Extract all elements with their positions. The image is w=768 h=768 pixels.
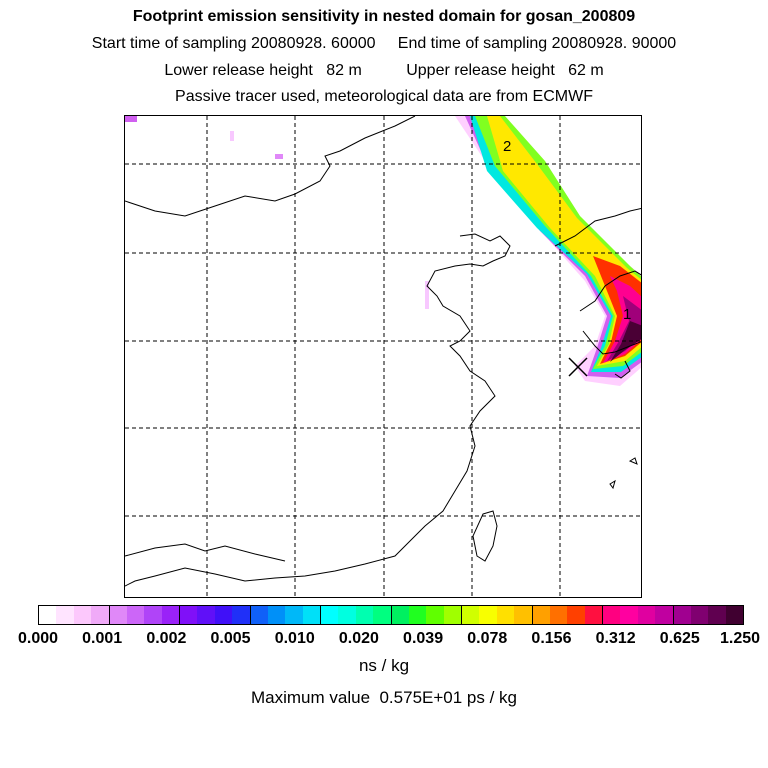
plume-speck	[230, 131, 234, 141]
border-inland	[125, 543, 286, 562]
coastline-bohai	[125, 233, 511, 587]
sampling-time-line: Start time of sampling 20080928. 60000 E…	[91, 35, 677, 52]
colorbar-segment	[708, 606, 726, 624]
colorbar-tick-label: 0.312	[595, 630, 636, 647]
colorbar-tick-label: 0.039	[403, 630, 444, 647]
colorbar-segment	[56, 606, 74, 624]
taiwan-outline	[472, 510, 498, 562]
coastline-korea	[554, 207, 641, 247]
colorbar-segment	[496, 606, 515, 624]
colorbar-segment	[355, 606, 374, 624]
cross-marker-icon	[568, 357, 588, 377]
colorbar-segment	[338, 606, 356, 624]
release-height-line: Lower release height 82 m Upper release …	[164, 62, 604, 79]
maximum-value-label: Maximum value 0.575E+01 ps / kg	[251, 688, 517, 707]
colorbar-segment	[443, 606, 461, 624]
plot-title: Footprint emission sensitivity in nested…	[132, 8, 636, 25]
colorbar-tick-label: 0.010	[274, 630, 315, 647]
colorbar-segment	[549, 606, 568, 624]
colorbar-segment	[408, 606, 427, 624]
colorbar-tick-label: 0.001	[82, 630, 123, 647]
colorbar-segment	[479, 606, 497, 624]
colorbar-segment	[39, 606, 57, 624]
coastlines	[125, 116, 641, 587]
colorbar-segment	[390, 606, 409, 624]
coastline-korea-south	[579, 270, 641, 312]
colorbar-segment	[672, 606, 691, 624]
colorbar-segment	[602, 606, 621, 624]
colorbar-segment	[690, 606, 709, 624]
island-small	[609, 479, 616, 490]
colorbar-segment	[126, 606, 145, 624]
colorbar-segment	[725, 606, 743, 624]
colorbar-segment	[373, 606, 391, 624]
colorbar-segment	[214, 606, 233, 624]
map-label-1: 1	[623, 306, 631, 323]
colorbar-segment	[302, 606, 320, 624]
colorbar-tick-label: 0.000	[17, 630, 59, 647]
colorbar-segment	[91, 606, 109, 624]
colorbar-unit: ns / kg	[358, 656, 410, 675]
colorbar-tick-label: 0.002	[146, 630, 187, 647]
coastline-japan-kyushu	[614, 360, 631, 379]
map-label-2: 2	[503, 138, 511, 155]
colorbar-segment	[620, 606, 638, 624]
lat-lon-grid	[125, 116, 641, 597]
map-canvas: 2 1	[125, 116, 641, 597]
colorbar-tick-label: 1.250	[719, 630, 761, 647]
island-small	[628, 457, 638, 465]
plume-speck	[425, 281, 429, 309]
colorbar-segment	[161, 606, 179, 624]
tracer-info-line: Passive tracer used, meteorological data…	[175, 88, 593, 105]
colorbar-segment	[249, 606, 268, 624]
colorbar-tick-label: 0.005	[210, 630, 251, 647]
colorbar-segment	[531, 606, 550, 624]
colorbar-segment	[584, 606, 602, 624]
colorbar-tick-label: 0.078	[467, 630, 508, 647]
colorbar-segment	[267, 606, 286, 624]
plume-speck	[125, 116, 137, 122]
plume-speck	[275, 154, 283, 159]
colorbar-segment	[514, 606, 532, 624]
colorbar	[38, 605, 744, 625]
colorbar-tick-label: 0.625	[659, 630, 700, 647]
colorbar-segment	[320, 606, 339, 624]
colorbar-segment	[232, 606, 250, 624]
colorbar-segment	[285, 606, 303, 624]
colorbar-segment	[144, 606, 162, 624]
colorbar-segment	[197, 606, 215, 624]
colorbar-segment	[108, 606, 127, 624]
map-panel: 2 1	[124, 115, 642, 598]
colorbar-segment	[73, 606, 92, 624]
colorbar-segment	[655, 606, 673, 624]
colorbar-segment	[637, 606, 656, 624]
colorbar-segment	[461, 606, 480, 624]
coastline-north	[125, 116, 416, 217]
colorbar-segment	[179, 606, 198, 624]
colorbar-segment	[426, 606, 444, 624]
colorbar-segment	[567, 606, 585, 624]
colorbar-tick-label: 0.020	[338, 630, 379, 647]
colorbar-tick-label: 0.156	[531, 630, 572, 647]
coastline-korea-peninsula	[582, 330, 641, 355]
